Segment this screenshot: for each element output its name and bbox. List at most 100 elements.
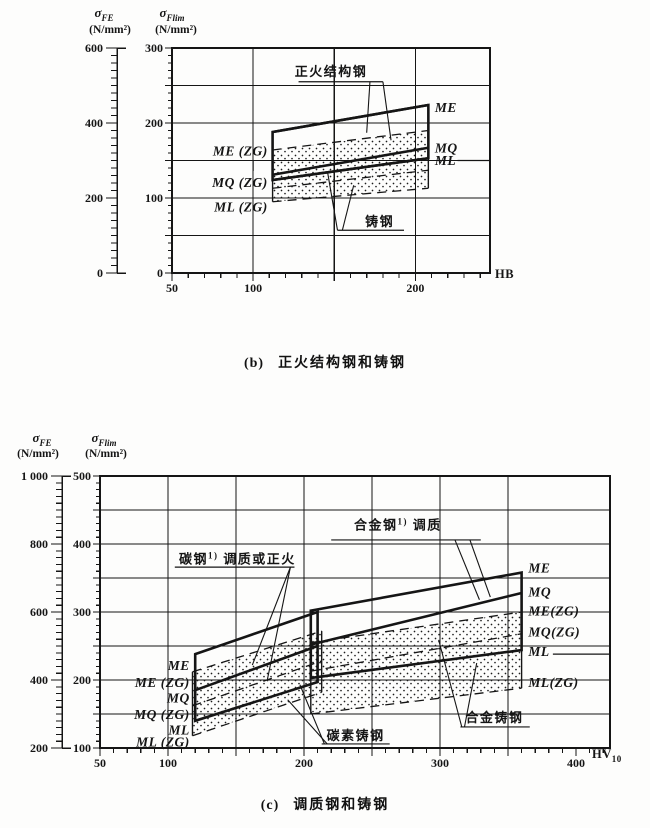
label-ML-ZG: ML (ZG) [213, 200, 268, 215]
series-ML [272, 156, 429, 182]
chart-c-fe-tick-1000: 1 000 [21, 469, 48, 483]
chart-b-flim-axis-title: σFlim [159, 5, 184, 23]
chart-b-fe-tick-200: 200 [85, 191, 103, 205]
label-ML-left: ML [168, 722, 190, 737]
chart-c-flim-tick-100: 100 [73, 741, 91, 755]
series-ML-ZG- [272, 187, 429, 203]
caption-c: (c) 调质钢和铸钢 [0, 794, 650, 814]
annotation-carbon-steel-qt-text: 碳钢1) 调质或正火 [179, 551, 296, 567]
annotation-alloy-cast-steel-text: 合金铸钢 [465, 710, 523, 725]
label-MQ-left: MQ [166, 690, 190, 705]
series-ML-ZG-alloy [310, 687, 522, 715]
chart-b-fe-tick-600: 600 [85, 41, 103, 55]
chart-c-flim-axis-title: σFlim [91, 430, 116, 448]
series-ME-ZG- [272, 129, 429, 151]
label-MQ: MQ [434, 140, 458, 155]
chart-b-band-edges [271, 158, 430, 202]
band-alloy-steel-band [309, 571, 523, 680]
annotation-normalized-structural-steel-text: 正火结构钢 [295, 64, 368, 79]
chart-c-flim-tick-200: 200 [73, 673, 91, 687]
chart-c-gridlines [100, 476, 610, 748]
stipple-cast-steel-region [272, 130, 429, 202]
chart-c-steel-bands [193, 571, 523, 723]
series-ML-ZG-carbon [192, 691, 322, 737]
annotation-alloy-steel-qt: 合金钢1) 调质 [331, 517, 491, 600]
series-ME [272, 103, 429, 134]
chart-b-flim-tick-0: 0 [157, 266, 163, 280]
chart-b-cast-lines [272, 129, 429, 203]
chart-b-steel-bands [271, 103, 430, 182]
chart-c-fe-tick-600: 600 [30, 605, 48, 619]
label-MQ-ZG-left: MQ (ZG) [133, 707, 190, 722]
chart-b-fe-axis-title: σFE [94, 5, 113, 23]
series-MQ-carbon [194, 644, 319, 692]
label-ME-right: ME [527, 561, 550, 576]
chart-b-cast-steel-stipple [272, 130, 429, 202]
chart-b-flim-tick-100: 100 [145, 191, 163, 205]
annotation-carbon-cast-steel-text: 碳素铸钢 [327, 728, 385, 743]
label-ME-ZG-right: ME(ZG) [527, 603, 579, 618]
chart-b-x-axis: 50 100 200 HB [166, 267, 514, 295]
chart-c-fe-axis: 200 400 600 800 1 000 [21, 469, 71, 755]
series-MQ [272, 146, 429, 177]
chart-b-fe-axis: 0 200 400 600 [85, 41, 126, 280]
annotation-cast-steel: 铸钢 [327, 173, 405, 231]
label-ML-ZG-right: ML(ZG) [527, 675, 578, 690]
annotation-cast-steel-text: 铸钢 [365, 214, 394, 229]
chart-c-x-tick-400: 400 [567, 756, 585, 770]
chart-b-fe-tick-0: 0 [97, 266, 103, 280]
label-ML-right: ML [527, 644, 549, 659]
label-MQ-ZG-right: MQ(ZG) [527, 624, 580, 639]
chart-c-x-tick-100: 100 [159, 756, 177, 770]
chart-b-x-tick-200: 200 [406, 281, 424, 295]
annotation-normalized-structural-steel: 正火结构钢 [295, 64, 392, 141]
caption-b: (b) 正火结构钢和铸钢 [0, 352, 650, 372]
series-MQ-alloy [310, 591, 522, 646]
chart-b-flim-tick-200: 200 [145, 116, 163, 130]
chart-c-x-axis-unit-label: HV10 [592, 747, 622, 764]
label-ME-ZG-left: ME (ZG) [134, 675, 190, 690]
label-ME-left: ME [167, 658, 190, 673]
chart-c-x-tick-300: 300 [431, 756, 449, 770]
series-MQ-ZG- [272, 169, 429, 189]
chart-c-flim-tick-300: 300 [73, 605, 91, 619]
chart-c-fe-axis-title: σFE [32, 430, 51, 448]
chart-c-x-tick-200: 200 [295, 756, 313, 770]
label-MQ-ZG: MQ (ZG) [211, 175, 268, 190]
series-MQ-ZG-carbon [192, 660, 322, 707]
chart-b-flim-tick-300: 300 [145, 41, 163, 55]
chart-b-x-tick-100: 100 [244, 281, 262, 295]
chart-c-fe-axis-unit: (N/mm²) [17, 448, 59, 460]
series-MQ-ZG-alloy [310, 633, 522, 672]
label-MQ-right: MQ [527, 584, 551, 599]
chart-c-fe-tick-200: 200 [30, 741, 48, 755]
annotation-carbon-steel-qt: 碳钢1) 调质或正火 [174, 551, 296, 681]
chart-c-flim-axis-unit: (N/mm²) [85, 448, 127, 460]
chart-c-flim-tick-400: 400 [73, 537, 91, 551]
chart-b-fe-tick-400: 400 [85, 116, 103, 130]
label-ME: ME [434, 100, 457, 115]
caption-b-text: 正火结构钢和铸钢 [278, 356, 407, 371]
caption-c-tag: (c) [260, 798, 280, 813]
chart-c-x-axis: 50 100 200 300 400 HV10 [94, 747, 622, 770]
chart-c-fe-tick-800: 800 [30, 537, 48, 551]
chart-c-flim-tick-500: 500 [73, 469, 91, 483]
chart-b-fe-axis-unit: (N/mm²) [89, 24, 131, 36]
chart-b-x-tick-50: 50 [166, 281, 178, 295]
caption-c-text: 调质钢和铸钢 [293, 798, 390, 813]
chart-c-x-tick-50: 50 [94, 756, 106, 770]
caption-b-tag: (b) [243, 356, 265, 371]
chart-b-rules [252, 159, 490, 171]
band-carbon-steel-band [193, 610, 319, 723]
chart-c-cast-lines [192, 611, 522, 737]
label-ME-ZG: ME (ZG) [212, 143, 268, 158]
series-ME-ZG-alloy [310, 611, 522, 644]
